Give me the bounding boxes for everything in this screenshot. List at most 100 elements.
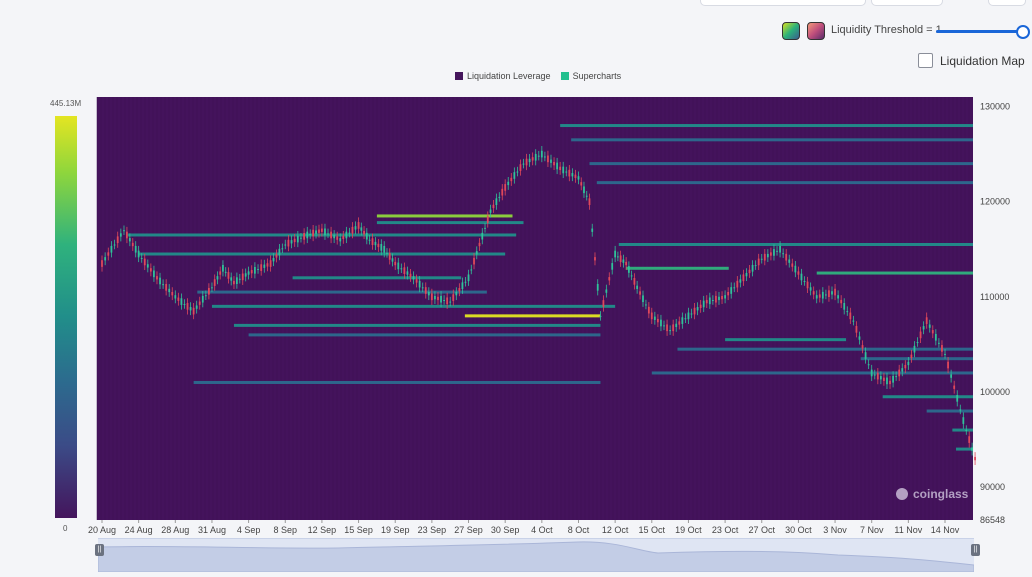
price-candle	[815, 295, 818, 299]
liquidity-band	[211, 304, 616, 308]
price-candle	[128, 238, 131, 242]
price-candle	[171, 291, 174, 296]
liquidity-band	[725, 338, 847, 342]
price-candle	[675, 323, 678, 328]
price-candle	[803, 280, 806, 282]
price-candle	[113, 244, 116, 246]
price-candle	[247, 271, 250, 275]
price-candle	[852, 320, 855, 322]
liquidation-map-label[interactable]: Liquidation Map	[940, 54, 1025, 68]
price-candle	[290, 240, 293, 244]
price-candle	[208, 287, 210, 295]
price-candle	[388, 253, 391, 260]
navigator-left-handle[interactable]: ||	[95, 544, 104, 556]
navigator-series	[97, 541, 975, 573]
price-candle	[452, 294, 455, 301]
price-candle	[449, 301, 452, 303]
toolbar-tab[interactable]	[871, 0, 943, 6]
price-candle	[627, 266, 630, 273]
price-candle	[510, 177, 513, 182]
price-candle	[365, 232, 368, 240]
price-candle	[409, 273, 412, 278]
price-candle	[303, 233, 306, 240]
price-candle	[440, 295, 442, 303]
price-candle	[889, 380, 891, 385]
price-candle	[522, 163, 525, 165]
price-candle	[925, 317, 928, 324]
price-candle	[611, 263, 614, 270]
price-candle	[213, 279, 216, 286]
toolbar-tab[interactable]	[988, 0, 1026, 6]
price-candle	[324, 228, 326, 236]
price-candle	[360, 227, 363, 231]
x-tick-label: 12 Oct	[602, 525, 629, 535]
price-candle	[430, 293, 433, 301]
price-candle	[481, 232, 484, 240]
price-candle	[876, 372, 879, 380]
color-scale-bar	[55, 116, 77, 518]
liquidity-band	[464, 314, 601, 318]
price-candle	[824, 294, 827, 296]
price-candle	[745, 272, 748, 277]
price-candle	[702, 300, 705, 308]
slider-track[interactable]	[936, 30, 1022, 33]
price-candle	[159, 277, 161, 285]
legend-item-liquidation-leverage[interactable]: Liquidation Leverage	[455, 71, 551, 81]
legend-item-supercharts[interactable]: Supercharts	[560, 71, 622, 81]
price-candle	[840, 299, 843, 304]
navigator-right-handle[interactable]: ||	[971, 544, 980, 556]
price-candle	[916, 342, 919, 344]
heatmap-plot-area[interactable]	[97, 97, 973, 520]
price-candle	[718, 296, 720, 301]
liquidation-map-checkbox[interactable]	[918, 53, 933, 68]
price-candle	[599, 315, 602, 317]
green-theme-swatch[interactable]	[782, 22, 800, 40]
toolbar-tab[interactable]	[700, 0, 866, 6]
x-tick-label: 15 Sep	[344, 525, 373, 535]
price-candle	[475, 251, 478, 255]
price-candle	[837, 295, 840, 299]
x-tick-label: 20 Aug	[88, 525, 116, 535]
price-candle	[565, 171, 568, 173]
price-candle	[690, 313, 693, 315]
price-candle	[534, 153, 537, 161]
price-candle	[383, 245, 386, 253]
price-candle	[663, 325, 665, 327]
liquidity-threshold-slider[interactable]	[936, 25, 1030, 39]
price-candle	[666, 324, 668, 332]
price-candle	[174, 295, 177, 299]
price-candle	[639, 291, 641, 295]
x-tick-label: 15 Oct	[639, 525, 666, 535]
range-navigator[interactable]	[97, 538, 975, 573]
price-candle	[470, 269, 473, 271]
slider-thumb[interactable]	[1016, 25, 1030, 39]
price-candle	[699, 304, 702, 309]
coinglass-logo-icon	[896, 488, 908, 500]
price-candle	[696, 307, 699, 311]
price-candle	[553, 161, 555, 166]
red-theme-swatch[interactable]	[807, 22, 825, 40]
price-candle	[446, 297, 449, 305]
price-candle	[622, 259, 625, 263]
liquidity-band	[952, 428, 973, 432]
price-candle	[309, 234, 312, 236]
x-tick-label: 31 Aug	[198, 525, 226, 535]
price-candle	[137, 250, 140, 258]
price-candle	[143, 258, 146, 266]
price-candle	[219, 271, 222, 275]
price-candle	[107, 252, 110, 256]
price-candle	[363, 230, 365, 235]
price-candle	[380, 244, 383, 251]
liquidity-band	[956, 447, 973, 451]
liquidity-band	[926, 409, 973, 413]
price-candle	[938, 342, 940, 344]
legend-label: Supercharts	[572, 71, 622, 81]
price-candle	[458, 288, 461, 292]
coinglass-watermark: coinglass	[913, 487, 969, 501]
price-candle	[653, 316, 656, 320]
price-candle	[727, 291, 730, 296]
price-candle	[591, 228, 594, 232]
price-candle	[513, 172, 516, 179]
x-tick-label: 8 Sep	[273, 525, 297, 535]
